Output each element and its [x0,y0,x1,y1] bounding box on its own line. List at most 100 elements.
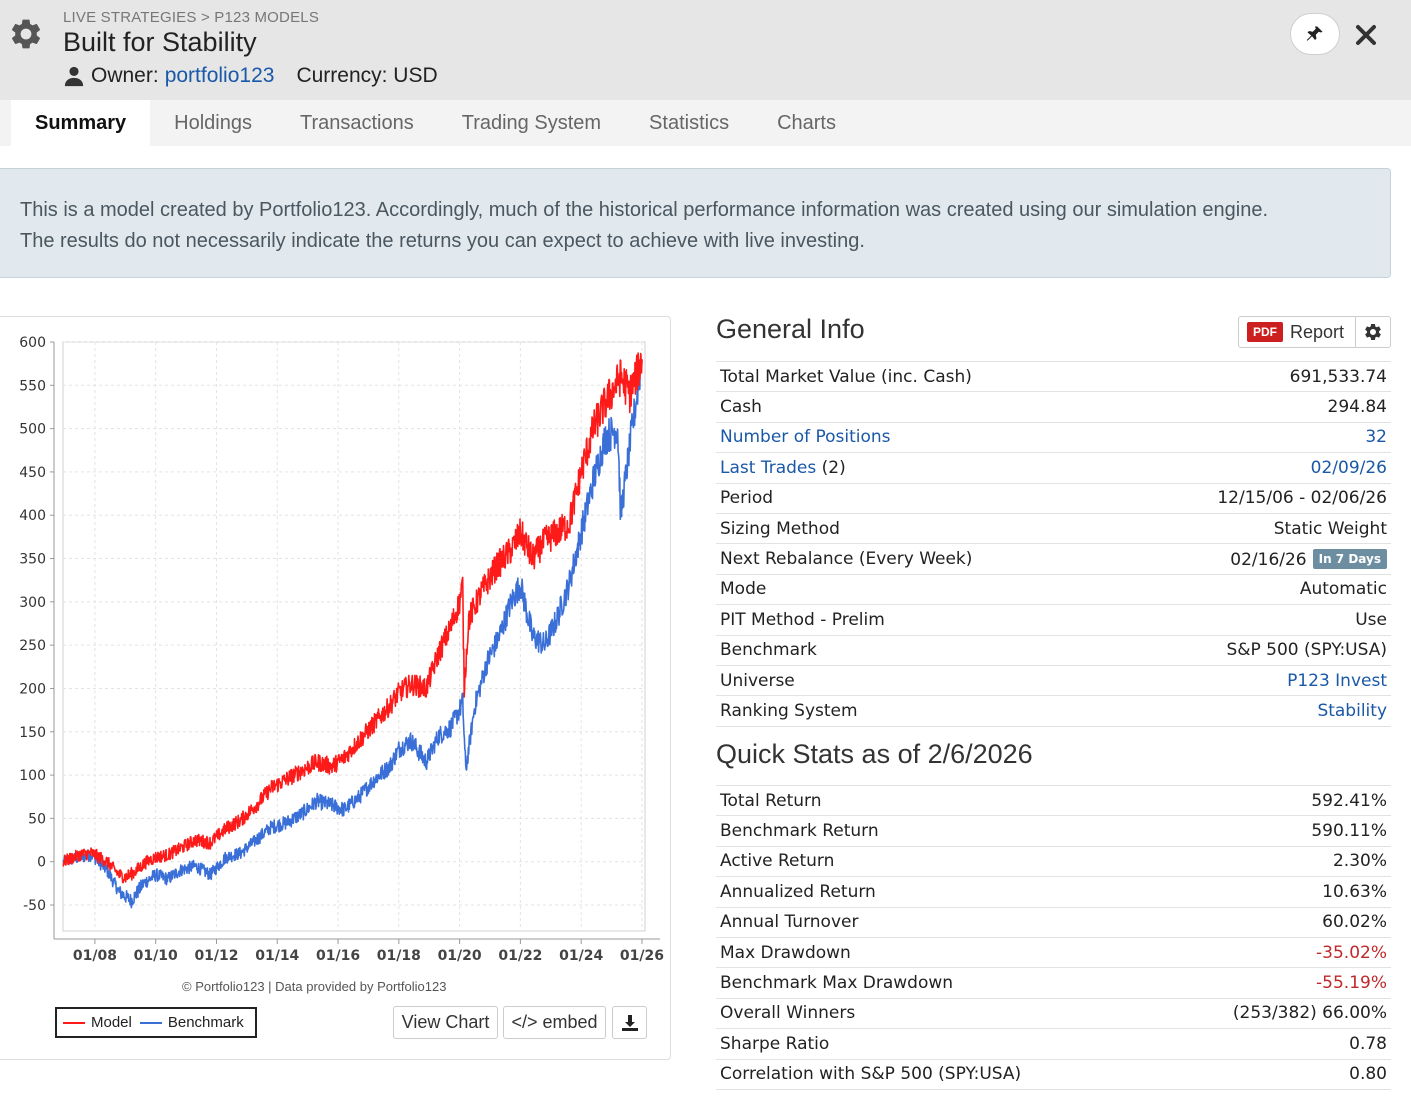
y-tick-label: 150 [19,725,46,741]
stat-row-benchmark-max-drawdown: Benchmark Max Drawdown -55.19% [716,967,1391,999]
tab-bar: Summary Holdings Transactions Trading Sy… [0,100,1411,146]
x-tick-label: 01/16 [316,948,360,964]
report-settings-button[interactable] [1356,317,1390,347]
info-value: Static Weight [1117,512,1391,544]
stat-label: Total Return [716,784,1159,816]
view-chart-button[interactable]: View Chart [393,1006,498,1039]
notice-line-1: This is a model created by Portfolio123.… [20,199,1269,221]
x-tick-label: 01/24 [559,948,603,964]
y-tick-label: 200 [19,681,46,697]
stat-value: 2.30% [1158,845,1391,877]
legend-swatch-benchmark [139,1021,162,1024]
info-row-market-value: Total Market Value (inc. Cash) 691,533.7… [716,360,1391,392]
performance-chart[interactable]: 600550500450400350300250200150100500-500… [0,317,670,977]
report-label: Report [1290,321,1345,342]
last-trades-link[interactable]: Last Trades [720,457,817,478]
y-tick-label: 600 [19,335,46,351]
stat-label: Benchmark Max Drawdown [716,967,1159,999]
legend-item-model[interactable]: Model [63,1014,132,1031]
close-icon [1356,25,1376,45]
stat-label: Benchmark Return [716,815,1159,847]
info-row-sizing: Sizing Method Static Weight [716,512,1391,544]
info-value: Use [1117,604,1391,636]
info-label: Benchmark [716,634,1118,666]
ranking-system-link[interactable]: Stability [1117,695,1391,727]
owner-line: Owner: portfolio123 Currency: USD [63,64,438,88]
info-row-next-rebalance: Next Rebalance (Every Week) 02/16/26 In 7… [716,543,1391,575]
last-trades-date-link[interactable]: 02/09/26 [1117,452,1391,484]
embed-button[interactable]: </> embed [503,1006,606,1039]
x-tick-label: 01/20 [438,948,482,964]
legend-item-benchmark[interactable]: Benchmark [139,1014,244,1031]
pin-button[interactable] [1290,13,1340,55]
tab-statistics[interactable]: Statistics [649,111,730,134]
positions-link[interactable]: Number of Positions [716,421,1118,453]
tab-summary[interactable]: Summary [11,100,151,146]
stat-label: Correlation with S&P 500 (SPY:USA) [716,1058,1159,1090]
stat-row-active-return: Active Return 2.30% [716,845,1391,877]
stat-label: Annualized Return [716,876,1159,908]
info-label: Mode [716,573,1118,605]
series-line-benchmark [62,359,643,909]
info-row-cash: Cash 294.84 [716,391,1391,423]
x-tick-label: 01/18 [377,948,421,964]
y-tick-label: 250 [19,638,46,654]
stat-label: Max Drawdown [716,936,1159,968]
y-tick-label: 400 [19,508,46,524]
stat-label: Active Return [716,845,1159,877]
universe-link[interactable]: P123 Invest [1117,664,1391,696]
info-row-positions: Number of Positions 32 [716,421,1391,453]
general-info-table: Total Market Value (inc. Cash) 691,533.7… [716,360,1391,727]
y-tick-label: 550 [19,378,46,394]
x-tick-label: 01/22 [498,948,542,964]
positions-count-link[interactable]: 32 [1117,421,1391,453]
legend-label-benchmark: Benchmark [167,1014,244,1031]
stat-row-correlation: Correlation with S&P 500 (SPY:USA) 0.80 [716,1058,1391,1090]
stat-value: 0.80 [1158,1058,1391,1090]
gear-icon [1365,323,1381,340]
owner-label: Owner: [91,64,159,87]
info-row-benchmark: Benchmark S&P 500 (SPY:USA) [716,634,1391,666]
stat-label: Overall Winners [716,997,1159,1029]
chart-legend: Model Benchmark [55,1007,257,1038]
tab-transactions[interactable]: Transactions [299,111,414,134]
y-tick-label: 100 [19,768,46,784]
x-tick-label: 01/26 [620,948,664,964]
pdf-report-button[interactable]: PDF Report [1239,317,1357,347]
info-label-cell: Last Trades (2) [716,452,1118,484]
info-label: Cash [716,391,1118,423]
page-title: Built for Stability [63,27,257,57]
general-info-title: General Info [716,314,865,344]
stat-row-max-drawdown: Max Drawdown -35.02% [716,936,1391,968]
rebalance-date: 02/16/26 [1230,549,1307,570]
report-button-group: PDF Report [1238,316,1391,348]
download-button[interactable] [612,1006,647,1039]
stat-row-overall-winners: Overall Winners (253/382) 66.00% [716,997,1391,1029]
header: LIVE STRATEGIES > P123 MODELS Built for … [0,0,1411,100]
tab-trading-system[interactable]: Trading System [461,111,602,134]
tab-holdings[interactable]: Holdings [174,111,252,134]
info-row-universe: Universe P123 Invest [716,664,1391,696]
chart-panel: 600 550 500 450 400 350 300 250 200 150 100 50 0 -50 0… [0,316,671,1060]
y-tick-label: 50 [28,811,46,827]
close-button[interactable] [1350,18,1382,52]
info-value: 691,533.74 [1117,360,1391,392]
info-label: Universe [716,664,1118,696]
info-value: 294.84 [1117,391,1391,423]
gear-icon[interactable] [8,16,44,52]
owner-link[interactable]: portfolio123 [164,64,275,87]
breadcrumb[interactable]: LIVE STRATEGIES > P123 MODELS [63,9,320,26]
stat-value: -35.02% [1158,936,1391,968]
x-tick-label: 01/10 [134,948,178,964]
info-label: Total Market Value (inc. Cash) [716,360,1118,392]
simulation-notice: This is a model created by Portfolio123.… [0,168,1391,278]
info-row-period: Period 12/15/06 - 02/06/26 [716,482,1391,514]
info-value: 12/15/06 - 02/06/26 [1117,482,1391,514]
x-tick-label: 01/14 [255,948,299,964]
stat-label: Annual Turnover [716,906,1159,938]
stat-value: 590.11% [1158,815,1391,847]
x-tick-label: 01/08 [73,948,117,964]
tab-charts[interactable]: Charts [777,111,836,134]
stat-value: -55.19% [1158,967,1391,999]
info-row-mode: Mode Automatic [716,573,1391,605]
